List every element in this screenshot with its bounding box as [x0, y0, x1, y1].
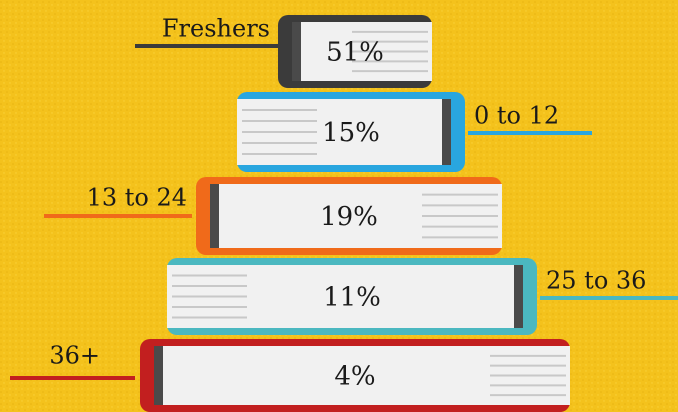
book-percent: 11%: [323, 283, 381, 313]
book-label: 13 to 24: [87, 184, 187, 212]
book-spine: [292, 22, 301, 81]
book-percent: 15%: [322, 118, 380, 148]
book-label: Freshers: [162, 15, 270, 43]
book-spine: [442, 99, 451, 165]
book-label: 36+: [49, 342, 100, 370]
book-spine: [154, 346, 163, 405]
book-label: 0 to 12: [474, 102, 559, 130]
book-percent: 51%: [326, 38, 384, 68]
book-spine: [514, 265, 523, 328]
book-percent: 19%: [320, 202, 378, 232]
book-percent: 4%: [334, 362, 375, 392]
book-spine: [210, 184, 219, 248]
book-label: 25 to 36: [546, 267, 646, 295]
